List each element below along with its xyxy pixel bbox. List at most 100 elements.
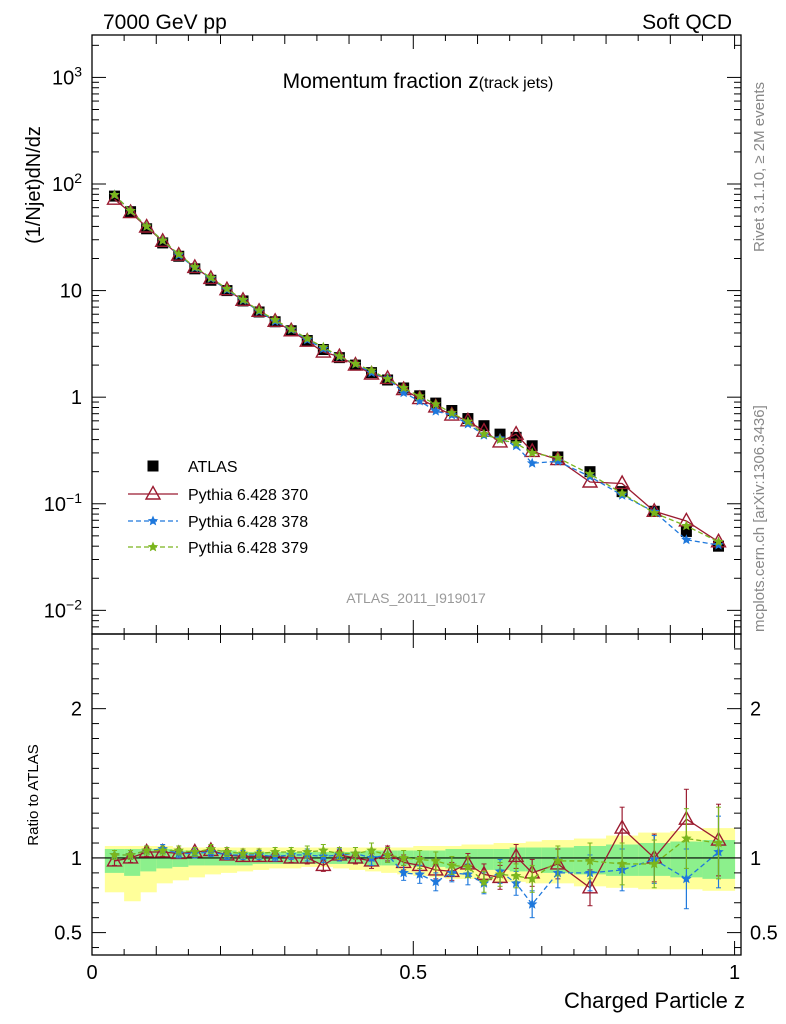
ratio-point <box>478 876 490 887</box>
ratio-point <box>253 848 265 858</box>
ratio-point <box>141 845 152 855</box>
main-series <box>106 189 727 552</box>
data-point <box>125 205 136 216</box>
data-point <box>283 321 300 337</box>
ratio-point <box>581 878 599 894</box>
data-point <box>173 248 184 259</box>
ratio-point <box>350 848 361 858</box>
ratio-y-tick-label-right: 2 <box>750 699 761 721</box>
data-point <box>237 294 249 305</box>
legend-marker <box>147 515 159 526</box>
data-point <box>318 341 329 352</box>
ratio-point <box>334 848 345 858</box>
tick-exponent: 3 <box>74 63 82 79</box>
ratio-series-3 <box>109 806 724 893</box>
ratio-y-tick-label-right: 0.5 <box>750 923 778 945</box>
title-var: z <box>468 70 479 93</box>
ratio-point <box>681 833 692 843</box>
ratio-point <box>649 858 660 869</box>
ratio-point <box>526 873 538 884</box>
ratio-point <box>382 849 393 860</box>
data-point <box>681 520 692 531</box>
ratio-point <box>286 846 297 857</box>
data-point <box>299 332 316 347</box>
tick-exponent: 2 <box>74 170 82 186</box>
data-point <box>157 235 168 245</box>
ratio-point <box>494 868 506 879</box>
data-point <box>526 457 538 468</box>
data-point <box>398 382 409 393</box>
ratio-point <box>157 845 168 855</box>
tick-exponent: −1 <box>66 490 82 506</box>
ratio-point <box>125 849 136 860</box>
data-point <box>221 283 233 294</box>
legend-marker <box>147 541 159 552</box>
data-point <box>189 261 200 272</box>
ratio-point <box>414 868 425 879</box>
data-point <box>510 431 522 443</box>
ratio-point <box>507 847 525 863</box>
tick-base: 10 <box>52 174 74 196</box>
tick-base: 10 <box>52 67 74 89</box>
ratio-point <box>250 847 268 863</box>
ratio-point <box>189 846 200 857</box>
legend-label: Pythia 6.428 379 <box>188 540 308 557</box>
ratio-point <box>414 853 425 864</box>
header-left: 7000 GeV pp <box>103 11 227 34</box>
ratio-point <box>446 859 458 870</box>
data-point <box>398 387 409 398</box>
ratio-point <box>302 846 313 857</box>
ratio-point <box>462 861 474 872</box>
legend-entry-1: ATLAS <box>147 459 238 476</box>
data-point <box>363 365 380 380</box>
data-point <box>616 487 628 498</box>
rivet-label: Rivet 3.1.10, ≥ 2M events <box>751 82 768 252</box>
y-tick-label: 1 <box>71 387 82 409</box>
data-point <box>494 434 506 444</box>
ratio-y-tick-label: 2 <box>71 699 82 721</box>
ratio-point <box>398 852 409 863</box>
data-point <box>141 220 152 231</box>
ratio-point <box>616 858 628 869</box>
legend-label: Pythia 6.428 378 <box>188 514 308 531</box>
y-tick-label: 102 <box>52 170 82 196</box>
data-point <box>414 390 425 401</box>
legend-entry-3: Pythia 6.428 378 <box>128 514 308 531</box>
y-tick-label: 103 <box>52 63 82 89</box>
data-point <box>430 405 441 416</box>
data-point <box>205 272 217 283</box>
ratio-point <box>109 849 120 860</box>
data-point <box>552 452 564 463</box>
data-point <box>526 440 538 452</box>
y-tick-label: 10−1 <box>44 490 82 516</box>
ratio-ylabel: Ratio to ATLAS <box>25 744 42 845</box>
ratio-point <box>122 849 139 864</box>
legend-marker <box>147 460 159 472</box>
ratio-point <box>613 819 631 834</box>
ratio-y-tick-label-right: 1 <box>750 848 761 870</box>
ratio-point <box>269 846 281 857</box>
ratio-point <box>713 837 724 848</box>
ratio-point <box>234 847 252 863</box>
data-point <box>680 525 692 537</box>
ratio-point <box>299 849 316 864</box>
data-point <box>713 536 724 547</box>
x-axis-label: Charged Particle z <box>564 988 745 1013</box>
ratio-point <box>366 845 377 855</box>
ratio-point <box>315 856 332 872</box>
data-point <box>347 356 364 371</box>
y-tick-label: 10−2 <box>44 596 82 622</box>
data-point <box>414 395 425 406</box>
data-point <box>253 305 265 315</box>
data-point <box>334 350 345 361</box>
data-point <box>713 539 724 550</box>
main-title: Momentum fraction z(track jets) <box>283 70 554 93</box>
data-point <box>430 398 441 409</box>
data-point <box>350 358 361 369</box>
ratio-point <box>347 849 364 864</box>
ratio-frame <box>91 633 742 956</box>
data-point <box>478 428 490 439</box>
ratio-point <box>173 845 184 855</box>
